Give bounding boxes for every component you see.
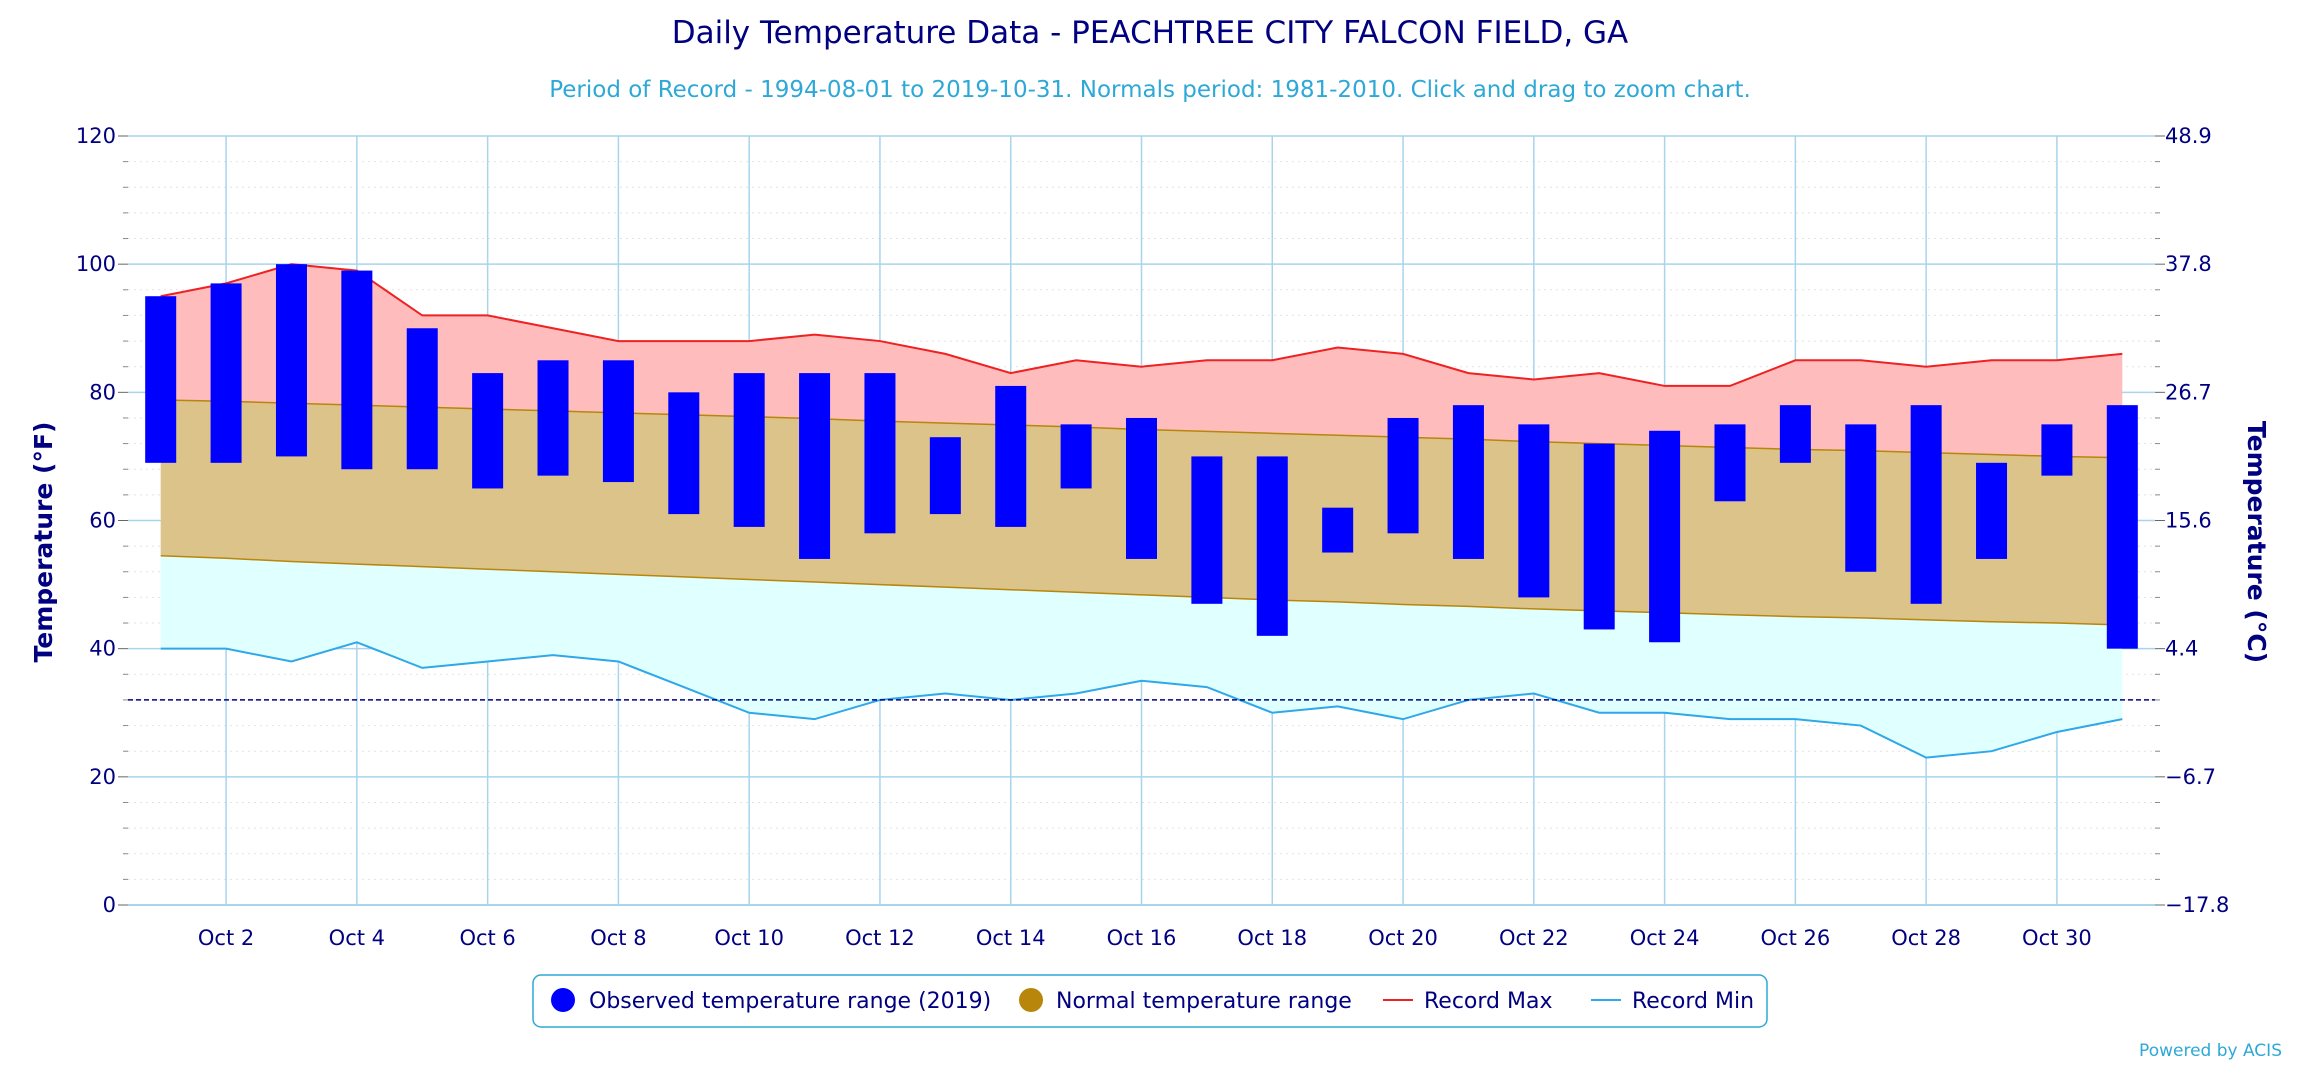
observed-bar — [2106, 405, 2138, 649]
observed-bar — [1387, 417, 1419, 534]
legend-item-normal[interactable]: Normal temperature range — [1019, 988, 1352, 1014]
y-tick-label-left: 0 — [103, 893, 116, 917]
chart-title: Daily Temperature Data - PEACHTREE CITY … — [672, 15, 1629, 51]
x-tick-label: Oct 20 — [1368, 926, 1438, 950]
observed-bar — [602, 360, 634, 483]
observed-bar — [1779, 405, 1811, 463]
x-tick-label: Oct 28 — [1891, 926, 1961, 950]
observed-bar — [275, 264, 307, 457]
y-tick-label-right: −6.7 — [2165, 765, 2216, 789]
legend-item-observed[interactable]: Observed temperature range (2019) — [551, 988, 991, 1014]
observed-bar — [1126, 417, 1157, 559]
x-tick-label: Oct 10 — [714, 926, 784, 950]
observed-bar — [1910, 405, 1942, 604]
legend: Observed temperature range (2019) Normal… — [532, 974, 1768, 1028]
observed-bar — [2041, 424, 2073, 476]
observed-bar — [668, 392, 700, 515]
record-min-area — [160, 555, 2123, 758]
observed-bar — [799, 373, 831, 559]
y-tick-label-left: 100 — [76, 252, 116, 276]
record-min-line — [160, 641, 2123, 759]
observed-bar — [1256, 456, 1288, 636]
y-tick-label-left: 60 — [89, 509, 116, 533]
x-tick-label: Oct 16 — [1107, 926, 1177, 950]
legend-observed-label: Observed temperature range (2019) — [589, 989, 991, 1014]
legend-record-max-label: Record Max — [1424, 989, 1553, 1014]
x-tick-label: Oct 14 — [976, 926, 1046, 950]
x-tick-label: Oct 22 — [1499, 926, 1569, 950]
x-tick-label: Oct 6 — [459, 926, 515, 950]
legend-item-record-max[interactable]: Record Max — [1383, 989, 1553, 1014]
y-tick-label-left: 40 — [89, 637, 116, 661]
y-tick-label-right: 26.7 — [2165, 380, 2212, 404]
observed-bar — [1191, 456, 1223, 604]
y-tick-label-right: −17.8 — [2165, 893, 2229, 917]
legend-box — [532, 974, 1768, 1028]
x-tick-label: Oct 30 — [2022, 926, 2092, 950]
normal-low-line — [160, 554, 2123, 626]
observed-bar — [995, 385, 1027, 527]
legend-normal-marker — [1019, 988, 1043, 1012]
powered-by-credit[interactable]: Powered by ACIS — [2139, 1041, 2282, 1061]
observed-bar — [1060, 424, 1092, 489]
y-tick-label-left: 20 — [89, 765, 116, 789]
y-tick-label-right: 4.4 — [2165, 637, 2198, 661]
observed-bar — [1976, 462, 2008, 559]
observed-bar — [733, 373, 765, 527]
y-tick-label-right: 37.8 — [2165, 252, 2212, 276]
x-tick-label: Oct 12 — [845, 926, 915, 950]
observed-bar — [145, 296, 177, 463]
observed-bar — [1583, 443, 1615, 630]
observed-bar — [537, 360, 569, 476]
x-tick-label: Oct 24 — [1630, 926, 1700, 950]
observed-bar — [341, 270, 373, 470]
record-max-line — [160, 263, 2123, 387]
observed-bar — [472, 373, 504, 489]
observed-bar — [864, 373, 896, 534]
legend-item-record-min[interactable]: Record Min — [1591, 989, 1754, 1014]
chart-subtitle: Period of Record - 1994-08-01 to 2019-10… — [549, 77, 1751, 103]
observed-bar — [1518, 424, 1550, 598]
observed-bar — [1714, 424, 1746, 502]
x-tick-label: Oct 4 — [329, 926, 385, 950]
x-tick-label: Oct 8 — [590, 926, 646, 950]
y-tick-label-left: 80 — [89, 380, 116, 404]
observed-bar — [1845, 424, 1877, 572]
observed-bar — [210, 283, 242, 463]
observed-bar — [1452, 405, 1484, 559]
legend-normal-label: Normal temperature range — [1056, 989, 1352, 1014]
plot-area[interactable]: 0 −17.8 20 −6.7 40 4.4 60 15.6 80 26.7 100 37.8 120 4… — [76, 124, 2229, 950]
y-axis-label-right: Temperature (°C) — [2242, 421, 2271, 663]
legend-observed-marker — [551, 988, 575, 1012]
y-tick-label-left: 120 — [76, 124, 116, 148]
y-axis-label-left: Temperature (°F) — [29, 422, 58, 663]
x-tick-label: Oct 18 — [1237, 926, 1307, 950]
observed-bar — [1322, 507, 1354, 553]
y-tick-label-right: 15.6 — [2165, 509, 2212, 533]
record-max-area — [160, 264, 2123, 458]
x-tick-label: Oct 26 — [1761, 926, 1831, 950]
y-tick-label-right: 48.9 — [2165, 124, 2212, 148]
x-tick-label: Oct 2 — [198, 926, 254, 950]
legend-record-min-label: Record Min — [1632, 989, 1754, 1014]
observed-bar — [406, 328, 438, 470]
observed-bar — [1649, 430, 1681, 643]
observed-bar — [929, 437, 961, 515]
